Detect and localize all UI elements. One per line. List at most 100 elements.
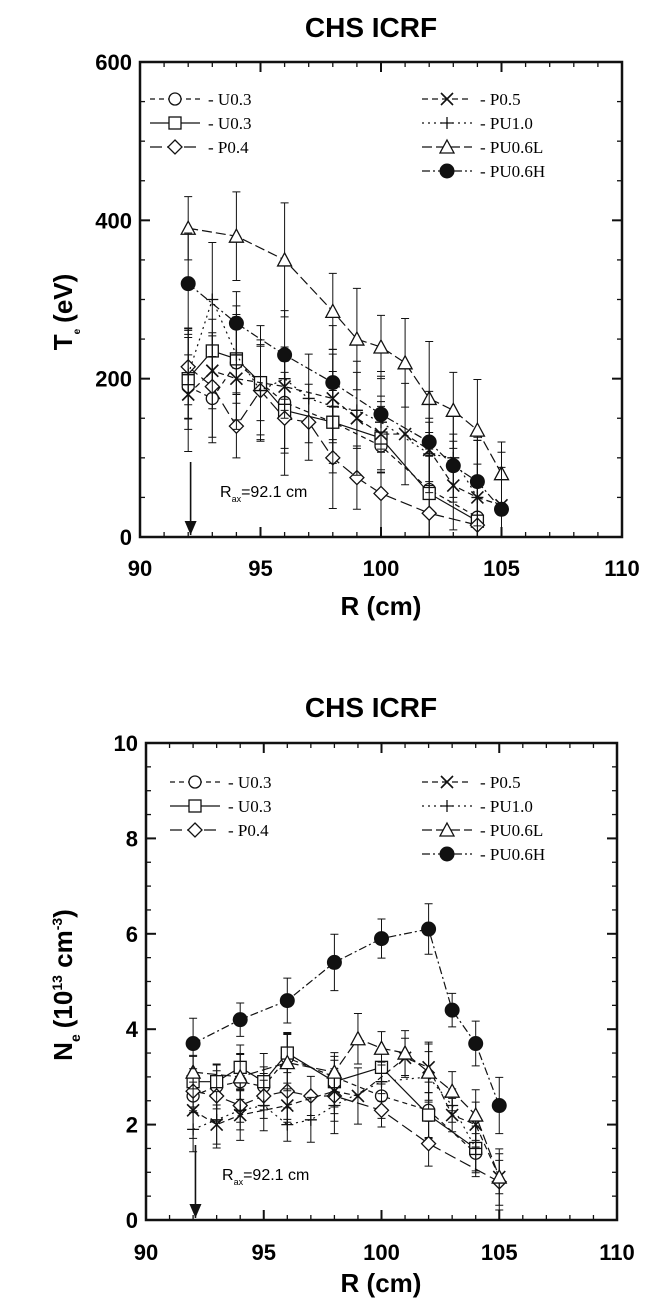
legend-marker xyxy=(167,139,183,155)
rax-arrow-head xyxy=(189,1204,202,1218)
data-point xyxy=(279,1054,296,1070)
legend-label: - PU0.6H xyxy=(480,162,545,181)
data-point xyxy=(373,406,389,422)
series-line xyxy=(187,297,478,498)
chart-1-title: CHS ICRF xyxy=(305,12,437,43)
data-point xyxy=(444,1002,460,1018)
y-tick-label: 600 xyxy=(95,50,132,75)
y-tick-label: 200 xyxy=(95,367,132,392)
x-tick-label: 110 xyxy=(604,556,640,581)
data-point xyxy=(257,1099,270,1112)
legend-label: - P0.5 xyxy=(480,90,521,109)
data-point xyxy=(421,921,437,937)
legend-marker xyxy=(187,822,203,838)
data-point xyxy=(469,1142,482,1155)
data-point xyxy=(324,303,341,319)
data-point xyxy=(444,1082,461,1098)
chart-2: CHS ICRF Ne(1013 cm-3) R (cm) 90 95 100 105… xyxy=(48,692,635,1298)
data-point xyxy=(420,1063,437,1079)
chart-2-ylabel-exp1: 13 xyxy=(49,975,65,991)
data-point xyxy=(373,485,389,502)
chart-1-ylabel: Te (eV) xyxy=(48,274,83,351)
data-point xyxy=(372,338,390,354)
y-tick-label: 4 xyxy=(126,1017,139,1042)
y-tick-label: 0 xyxy=(120,525,132,550)
data-point xyxy=(421,434,437,450)
chart-2-ylabel-exp2: -3 xyxy=(49,918,65,931)
data-point xyxy=(469,474,485,490)
data-point xyxy=(182,368,195,381)
legend-marker xyxy=(438,138,456,154)
series-6 xyxy=(185,1012,508,1195)
legend-label: - PU0.6L xyxy=(480,138,543,157)
x-tick-label: 110 xyxy=(599,1240,635,1265)
chart-1-ylabel-main: T xyxy=(48,334,78,350)
legend-label: - U0.3 xyxy=(208,114,251,133)
data-point xyxy=(280,1098,294,1113)
chart-1-ylabel-sub: e xyxy=(72,328,83,334)
y-tick-label: 10 xyxy=(114,731,138,756)
data-point xyxy=(469,421,486,437)
legend-marker xyxy=(438,821,456,837)
data-point xyxy=(348,330,365,346)
series-line xyxy=(192,1090,500,1183)
data-point xyxy=(185,1036,201,1052)
data-point xyxy=(491,1098,507,1114)
data-point xyxy=(304,1113,317,1126)
y-tick-label: 0 xyxy=(126,1208,138,1233)
legend-2: - U0.3 - U0.3 - P0.4 - P0.5 - PU1.0 - PU0.6L -… xyxy=(170,773,545,864)
data-point xyxy=(228,227,245,243)
legend-marker xyxy=(168,92,182,106)
data-point xyxy=(398,427,412,441)
legend-marker xyxy=(188,799,202,813)
data-point xyxy=(228,315,244,331)
data-point xyxy=(445,401,462,417)
series-7 xyxy=(185,903,507,1135)
legend-label: - U0.3 xyxy=(228,797,271,816)
y-tick-label: 8 xyxy=(126,826,138,851)
legend-marker xyxy=(188,775,202,789)
data-point xyxy=(421,1108,436,1122)
x-tick-label: 95 xyxy=(252,1240,276,1265)
series-line xyxy=(188,227,503,474)
data-point xyxy=(373,1102,390,1119)
chart-2-ylabel-paren-open: (10 xyxy=(48,991,78,1029)
legend-marker xyxy=(441,800,453,812)
svg-text:Ne(1013 cm-3): Ne (1013 cm-3) xyxy=(48,909,83,1061)
data-point xyxy=(468,1036,484,1052)
data-point xyxy=(396,1044,414,1060)
error-bar xyxy=(497,451,506,538)
chart-1: CHS ICRF Te (eV) R (cm) 90 95 100 105 110 0 200… xyxy=(48,12,640,621)
data-point xyxy=(180,219,197,235)
data-point xyxy=(234,1104,247,1117)
data-point xyxy=(420,1135,437,1152)
x-tick-label: 90 xyxy=(134,1240,158,1265)
data-point xyxy=(277,347,293,363)
data-point xyxy=(180,276,196,292)
series-line xyxy=(187,283,502,510)
y-tick-label: 6 xyxy=(126,922,138,947)
series-6 xyxy=(180,191,510,506)
chart-2-ylabel: Ne (1013 cm-3) xyxy=(48,909,83,1061)
legend-marker xyxy=(439,163,455,179)
x-tick-label: 105 xyxy=(483,556,520,581)
rax-arrow-head xyxy=(184,521,197,535)
data-point xyxy=(187,1123,200,1136)
data-point xyxy=(276,251,293,267)
chart-2-ylabel-sub: e xyxy=(67,1034,83,1042)
data-point xyxy=(326,954,342,970)
data-point xyxy=(232,1068,249,1084)
x-tick-label: 100 xyxy=(363,1240,400,1265)
data-point xyxy=(206,293,219,306)
data-point xyxy=(374,931,389,947)
legend-label: - U0.3 xyxy=(228,773,271,792)
data-point xyxy=(373,1039,390,1055)
data-point xyxy=(397,354,414,370)
data-point xyxy=(326,1063,343,1079)
rax-annotation: Rax=92.1 cm xyxy=(222,1167,309,1187)
legend-label: - P0.5 xyxy=(480,773,521,792)
chart-2-ylabel-paren-close: ) xyxy=(48,909,78,918)
series-line xyxy=(187,370,502,506)
legend-label: - U0.3 xyxy=(208,90,251,109)
data-point xyxy=(302,392,315,405)
